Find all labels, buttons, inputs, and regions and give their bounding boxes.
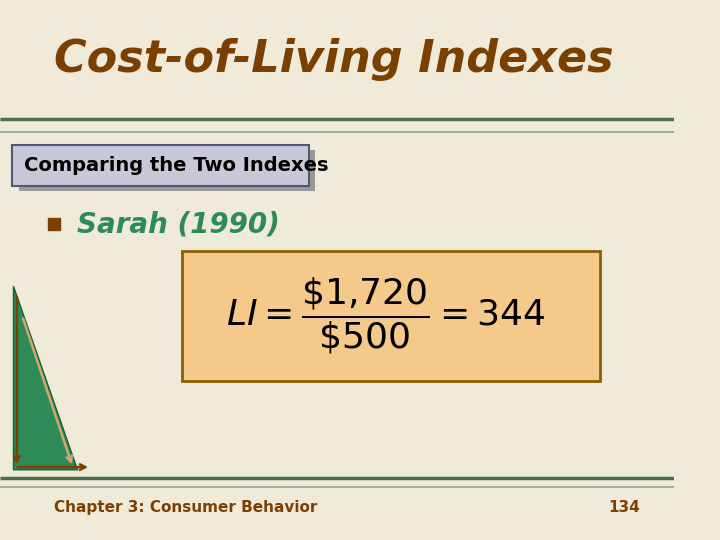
Text: $\mathit{LI} = \dfrac{\$1{,}720}{\$500} = 344$: $\mathit{LI} = \dfrac{\$1{,}720}{\$500} … <box>225 276 545 356</box>
Text: Sarah (1990): Sarah (1990) <box>78 210 280 238</box>
Text: Comparing the Two Indexes: Comparing the Two Indexes <box>24 156 328 176</box>
Text: 134: 134 <box>608 500 640 515</box>
Polygon shape <box>14 286 78 470</box>
Text: Chapter 3: Consumer Behavior: Chapter 3: Consumer Behavior <box>54 500 318 515</box>
FancyBboxPatch shape <box>12 145 309 186</box>
FancyBboxPatch shape <box>182 251 600 381</box>
Text: Cost-of-Living Indexes: Cost-of-Living Indexes <box>54 38 613 81</box>
FancyBboxPatch shape <box>19 150 315 191</box>
